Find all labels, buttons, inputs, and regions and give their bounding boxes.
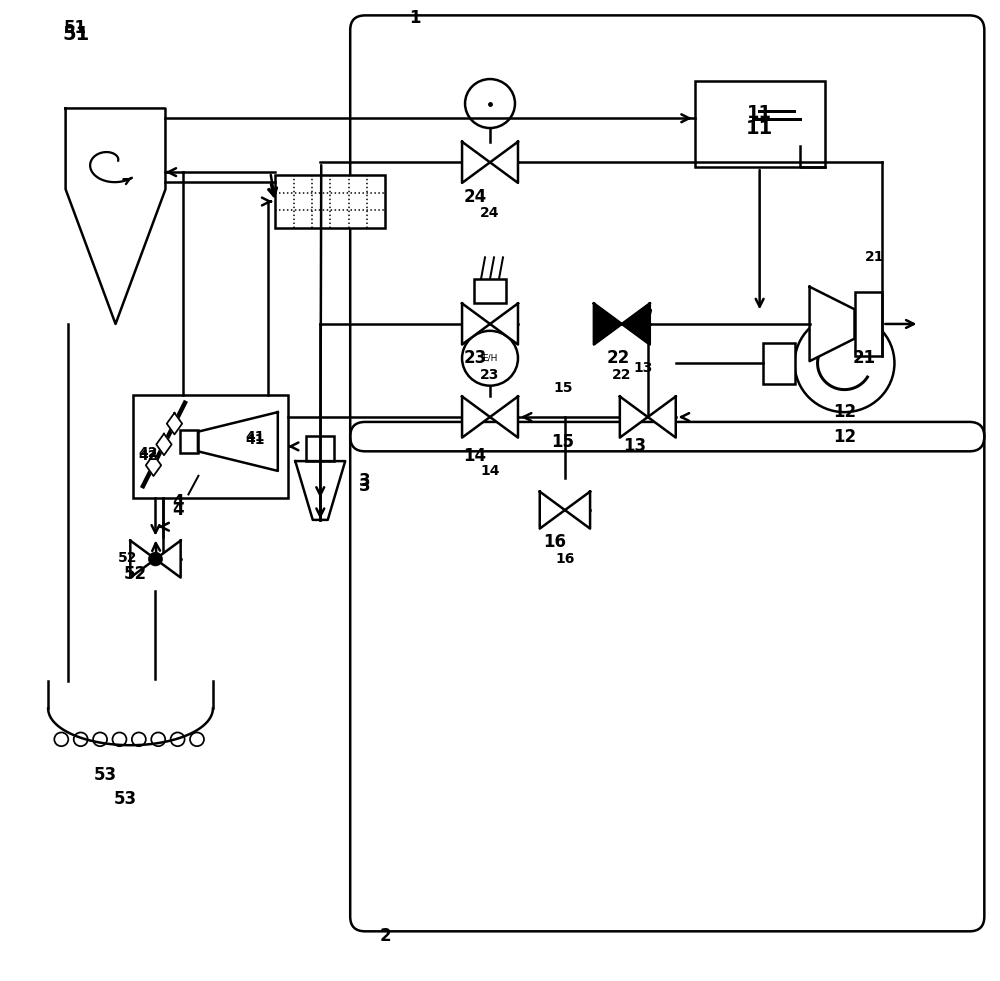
Text: 4: 4 bbox=[173, 493, 184, 511]
FancyBboxPatch shape bbox=[763, 342, 795, 384]
Text: 2: 2 bbox=[379, 927, 391, 946]
Polygon shape bbox=[565, 491, 590, 529]
FancyBboxPatch shape bbox=[180, 430, 198, 453]
FancyBboxPatch shape bbox=[695, 81, 825, 167]
Text: 53: 53 bbox=[114, 790, 137, 808]
Polygon shape bbox=[620, 396, 648, 438]
Polygon shape bbox=[622, 303, 650, 344]
Text: 51: 51 bbox=[64, 19, 87, 37]
Polygon shape bbox=[490, 303, 518, 344]
Polygon shape bbox=[198, 412, 278, 471]
Text: 12: 12 bbox=[833, 403, 856, 421]
Text: 15: 15 bbox=[551, 433, 574, 450]
Polygon shape bbox=[648, 396, 676, 438]
Polygon shape bbox=[810, 286, 855, 361]
Text: 21: 21 bbox=[865, 250, 884, 264]
Text: E/H: E/H bbox=[482, 354, 498, 363]
Polygon shape bbox=[462, 303, 490, 344]
Text: 3: 3 bbox=[359, 472, 371, 490]
Text: 21: 21 bbox=[853, 349, 876, 367]
FancyBboxPatch shape bbox=[133, 395, 288, 497]
Text: 12: 12 bbox=[833, 428, 856, 445]
Text: 1: 1 bbox=[409, 10, 421, 27]
Polygon shape bbox=[295, 461, 345, 520]
Polygon shape bbox=[490, 396, 518, 438]
Text: 51: 51 bbox=[62, 26, 89, 44]
Polygon shape bbox=[462, 396, 490, 438]
Polygon shape bbox=[167, 413, 182, 435]
FancyBboxPatch shape bbox=[855, 291, 882, 356]
Text: 41: 41 bbox=[246, 430, 265, 443]
Text: 11: 11 bbox=[746, 119, 773, 137]
Polygon shape bbox=[146, 454, 161, 476]
Text: 22: 22 bbox=[606, 349, 629, 367]
Text: 23: 23 bbox=[480, 368, 500, 382]
Text: 23: 23 bbox=[463, 349, 487, 367]
Polygon shape bbox=[490, 142, 518, 182]
Text: 53: 53 bbox=[94, 765, 117, 784]
Polygon shape bbox=[462, 142, 490, 182]
Text: 15: 15 bbox=[553, 381, 573, 394]
FancyBboxPatch shape bbox=[474, 279, 506, 303]
Text: 3: 3 bbox=[359, 477, 371, 494]
Polygon shape bbox=[594, 303, 622, 344]
Text: 16: 16 bbox=[555, 552, 575, 566]
Text: 41: 41 bbox=[246, 433, 265, 446]
Text: 52: 52 bbox=[118, 551, 137, 565]
Circle shape bbox=[148, 552, 162, 566]
FancyBboxPatch shape bbox=[275, 175, 385, 229]
Text: 14: 14 bbox=[463, 447, 487, 465]
Text: 11: 11 bbox=[747, 104, 772, 123]
Text: 42: 42 bbox=[139, 449, 158, 463]
Polygon shape bbox=[540, 491, 565, 529]
Polygon shape bbox=[156, 434, 172, 455]
Text: 13: 13 bbox=[633, 361, 652, 375]
FancyBboxPatch shape bbox=[306, 437, 334, 461]
Text: 14: 14 bbox=[480, 464, 500, 478]
Text: 24: 24 bbox=[463, 187, 487, 206]
Text: 13: 13 bbox=[623, 438, 646, 455]
Text: 24: 24 bbox=[480, 206, 500, 221]
Text: 52: 52 bbox=[124, 565, 147, 583]
Polygon shape bbox=[130, 541, 155, 578]
Polygon shape bbox=[155, 541, 181, 578]
Text: 4: 4 bbox=[173, 501, 184, 519]
Text: 42: 42 bbox=[139, 446, 158, 460]
Text: 22: 22 bbox=[612, 368, 632, 382]
Text: 16: 16 bbox=[543, 534, 566, 551]
